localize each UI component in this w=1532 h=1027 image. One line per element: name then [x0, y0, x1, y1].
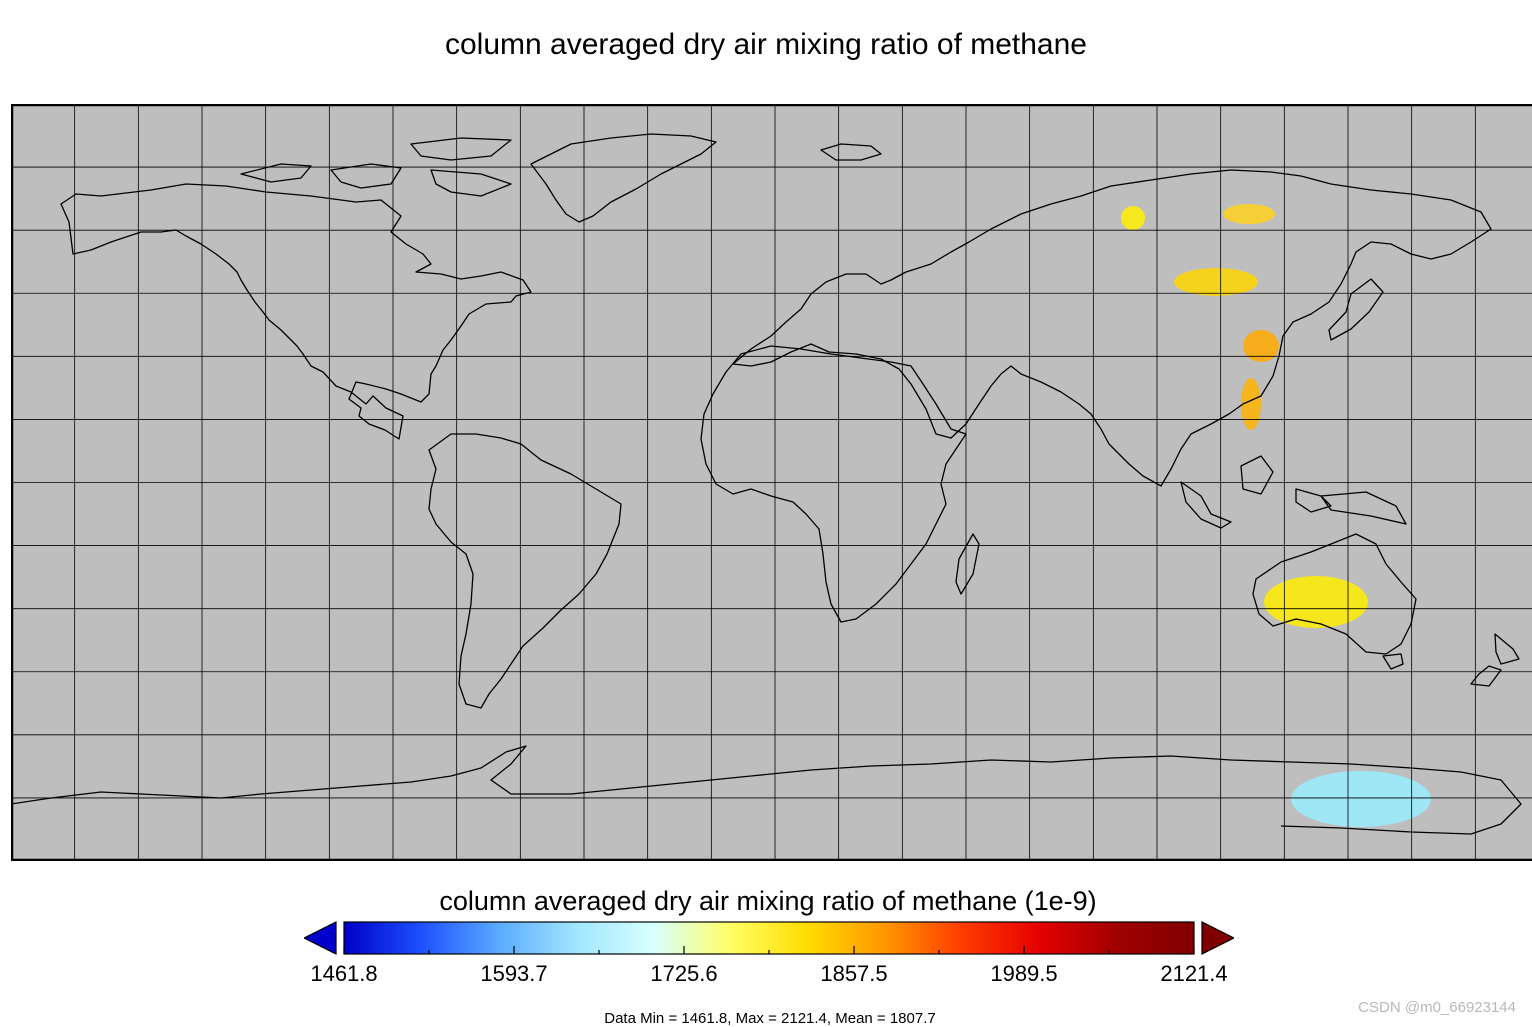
colorbar-tick-label: 2121.4	[1160, 961, 1228, 986]
coast-greenland	[530, 133, 717, 223]
coast-eurasia	[732, 169, 1492, 487]
coast-madagascar	[955, 533, 980, 595]
coast-japan	[1328, 278, 1384, 341]
colorbar	[302, 920, 1236, 956]
coast-iceland	[820, 143, 882, 161]
data-patch	[1241, 378, 1261, 430]
watermark: CSDN @m0_66923144	[1358, 999, 1516, 1016]
coast-arctic-islands	[240, 137, 512, 197]
colorbar-gradient	[343, 921, 1195, 955]
colorbar-tick-label: 1857.5	[820, 961, 888, 986]
data-patches	[1121, 204, 1431, 827]
colorbar-tick-label: 1725.6	[650, 961, 718, 986]
map-panel	[11, 104, 1532, 861]
colorbar-title: column averaged dry air mixing ratio of …	[439, 886, 1097, 916]
data-stats: Data Min = 1461.8, Max = 2121.4, Mean = …	[604, 1010, 936, 1027]
graticule	[11, 104, 1532, 861]
colorbar-tick-label: 1593.7	[480, 961, 548, 986]
data-patch	[1223, 204, 1275, 224]
colorbar-graphic	[302, 921, 1236, 955]
coast-australia	[1252, 533, 1417, 655]
colorbar-tick-label: 1989.5	[990, 961, 1058, 986]
coast-antarctica	[11, 745, 1522, 835]
map-border	[11, 104, 1532, 861]
data-patch	[1243, 330, 1279, 362]
world-map	[11, 104, 1532, 861]
coast-north-america	[60, 183, 532, 440]
data-patch	[1264, 576, 1368, 628]
map-title: column averaged dry air mixing ratio of …	[445, 28, 1087, 61]
coast-new-zealand	[1470, 633, 1520, 687]
coastlines	[11, 133, 1522, 835]
colorbar-tick-label: 1461.8	[310, 961, 378, 986]
colorbar-over-triangle	[1201, 921, 1236, 955]
colorbar-under-triangle	[302, 921, 337, 955]
coast-tasmania	[1382, 653, 1404, 670]
data-patch	[1174, 268, 1258, 296]
coast-south-america	[428, 433, 622, 709]
coast-se-asia-islands	[1180, 455, 1407, 529]
colorbar-ticks	[343, 946, 1195, 954]
coast-africa	[700, 345, 967, 623]
data-patch	[1121, 206, 1145, 230]
data-patch	[1291, 771, 1431, 827]
